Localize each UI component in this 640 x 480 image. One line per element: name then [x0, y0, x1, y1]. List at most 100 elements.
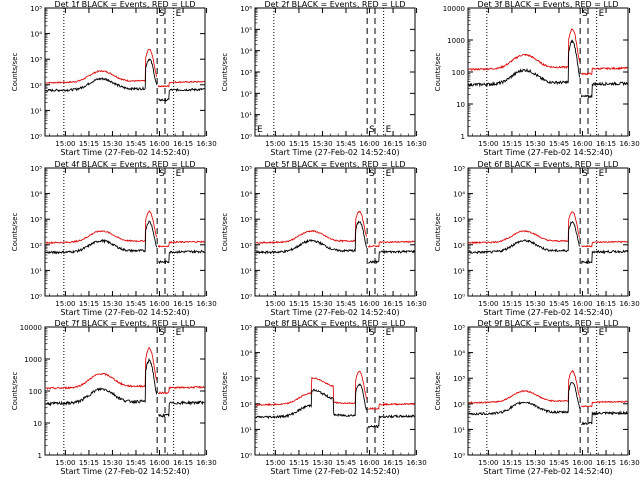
- y-tick-label: 10000: [20, 324, 42, 332]
- y-axis-label: Counts/sec: [11, 372, 19, 411]
- x-tick-label: 16:30: [406, 140, 426, 148]
- x-tick-label: 15:30: [525, 140, 545, 148]
- y-tick-label: 100: [29, 388, 42, 396]
- y-tick-label: 10⁰: [30, 293, 42, 301]
- flag-start: S: [582, 169, 588, 179]
- flag-end: E: [599, 169, 605, 179]
- series-lld: [468, 369, 628, 408]
- x-tick-label: 16:15: [173, 459, 193, 467]
- y-axis-label: Counts/sec: [434, 213, 442, 252]
- y-tick-label: 10⁵: [240, 324, 252, 332]
- y-tick-label: 10¹: [30, 107, 42, 115]
- panel-det-6f: Det 6f BLACK = Events, RED = LLD 10⁰ 10¹ 10…: [434, 160, 640, 317]
- panel-det-7f: Det 7f BLACK = Events, RED = LLD 1 10 100 10…: [11, 319, 217, 476]
- y-tick-label: 10⁵: [240, 165, 252, 173]
- panel-det-9f: Det 9f BLACK = Events, RED = LLD 10⁰ 10¹ 10…: [434, 319, 640, 476]
- series-events: [45, 58, 205, 102]
- x-tick-label: 15:45: [549, 459, 569, 467]
- x-tick-label: 16:00: [149, 459, 169, 467]
- flag-left-edge: E: [257, 125, 263, 135]
- y-tick-label: 10⁴: [240, 191, 252, 199]
- x-tick-label: 15:45: [126, 459, 146, 467]
- flag-end: E: [599, 328, 605, 338]
- y-tick-label: 10⁰: [30, 133, 42, 141]
- panel-det-3f: Det 3f BLACK = Events, RED = LLD 1 10 100 10…: [434, 0, 640, 157]
- x-tick-label: 15:00: [478, 300, 498, 308]
- plot-frame: [467, 326, 629, 456]
- y-tick-label: 10²: [240, 242, 252, 250]
- series-events: [468, 381, 628, 426]
- panel-title: Det 4f BLACK = Events, RED = LLD: [54, 160, 195, 169]
- y-tick-label: 10²: [240, 401, 252, 409]
- y-tick-label: 10²: [453, 242, 465, 250]
- x-axis-label: Start Time (27-Feb-02 14:52:40): [60, 308, 189, 317]
- plot-frame: [254, 7, 416, 137]
- flag-start: S: [582, 328, 588, 338]
- panel-det-1f: Det 1f BLACK = Events, RED = LLD 10⁰ 10¹ 10…: [11, 0, 217, 157]
- panel-title: Det 5f BLACK = Events, RED = LLD: [264, 160, 405, 169]
- x-tick-label: 16:15: [596, 300, 616, 308]
- series-events: [45, 357, 205, 418]
- flag-start: S: [369, 328, 375, 338]
- x-tick-label: 15:00: [55, 300, 75, 308]
- x-axis-label: Start Time (27-Feb-02 14:52:40): [270, 148, 399, 157]
- panel-det-8f: Det 8f BLACK = Events, RED = LLD 10⁰ 10¹ 10…: [221, 319, 427, 476]
- x-tick-label: 15:30: [102, 459, 122, 467]
- y-axis-label: Counts/sec: [11, 53, 19, 92]
- flag-end: E: [386, 169, 392, 179]
- x-tick-label: 16:00: [572, 459, 592, 467]
- panel-det-2f: Det 2f BLACK = Events, RED = LLD 10⁰ 10¹ 10…: [221, 0, 427, 157]
- y-axis-label: Counts/sec: [221, 53, 229, 92]
- y-tick-label: 10⁰: [240, 452, 252, 460]
- y-tick-label: 10³: [30, 56, 42, 64]
- y-tick-label: 10⁶: [240, 5, 252, 13]
- x-tick-label: 15:00: [55, 459, 75, 467]
- y-tick-label: 1000: [447, 37, 465, 45]
- x-tick-label: 15:00: [265, 459, 285, 467]
- y-tick-label: 10⁰: [240, 133, 252, 141]
- flag-end: E: [176, 328, 182, 338]
- y-tick-label: 10⁴: [240, 350, 252, 358]
- panel-title: Det 3f BLACK = Events, RED = LLD: [477, 0, 618, 9]
- y-tick-label: 10¹: [240, 267, 252, 275]
- y-tick-label: 10⁴: [453, 350, 465, 358]
- plot-frame: [44, 7, 206, 137]
- panel-title: Det 7f BLACK = Events, RED = LLD: [54, 319, 195, 328]
- y-tick-label: 10²: [240, 90, 252, 98]
- x-tick-label: 15:15: [289, 300, 309, 308]
- y-tick-label: 10⁴: [240, 48, 252, 56]
- x-tick-label: 16:15: [383, 300, 403, 308]
- x-tick-label: 16:15: [596, 140, 616, 148]
- x-tick-label: 15:45: [336, 140, 356, 148]
- y-tick-label: 10⁴: [453, 191, 465, 199]
- y-tick-label: 100: [452, 69, 465, 77]
- y-tick-label: 10⁵: [30, 165, 42, 173]
- x-axis-label: Start Time (27-Feb-02 14:52:40): [60, 467, 189, 476]
- x-tick-label: 15:45: [549, 140, 569, 148]
- y-tick-label: 1000: [24, 356, 42, 364]
- x-tick-label: 16:15: [173, 140, 193, 148]
- flag-end: E: [176, 169, 182, 179]
- series-events: [255, 383, 415, 429]
- x-tick-label: 15:00: [265, 140, 285, 148]
- series-lld: [468, 28, 628, 76]
- y-tick-label: 10¹: [453, 267, 465, 275]
- x-axis-label: Start Time (27-Feb-02 14:52:40): [483, 148, 612, 157]
- y-tick-label: 10: [33, 420, 42, 428]
- x-tick-label: 15:45: [126, 300, 146, 308]
- x-tick-label: 16:00: [149, 140, 169, 148]
- x-tick-label: 15:15: [502, 300, 522, 308]
- y-tick-label: 10³: [240, 69, 252, 77]
- y-tick-label: 10³: [453, 375, 465, 383]
- flag-end: E: [599, 9, 605, 19]
- x-tick-label: 15:45: [336, 459, 356, 467]
- flag-start: S: [369, 169, 375, 179]
- flag-start: S: [582, 9, 588, 19]
- x-axis-label: Start Time (27-Feb-02 14:52:40): [270, 467, 399, 476]
- x-tick-label: 15:00: [55, 140, 75, 148]
- series-lld: [255, 210, 415, 248]
- series-events: [468, 39, 628, 99]
- x-axis-label: Start Time (27-Feb-02 14:52:40): [483, 308, 612, 317]
- y-tick-label: 10⁵: [453, 165, 465, 173]
- x-tick-label: 16:00: [149, 300, 169, 308]
